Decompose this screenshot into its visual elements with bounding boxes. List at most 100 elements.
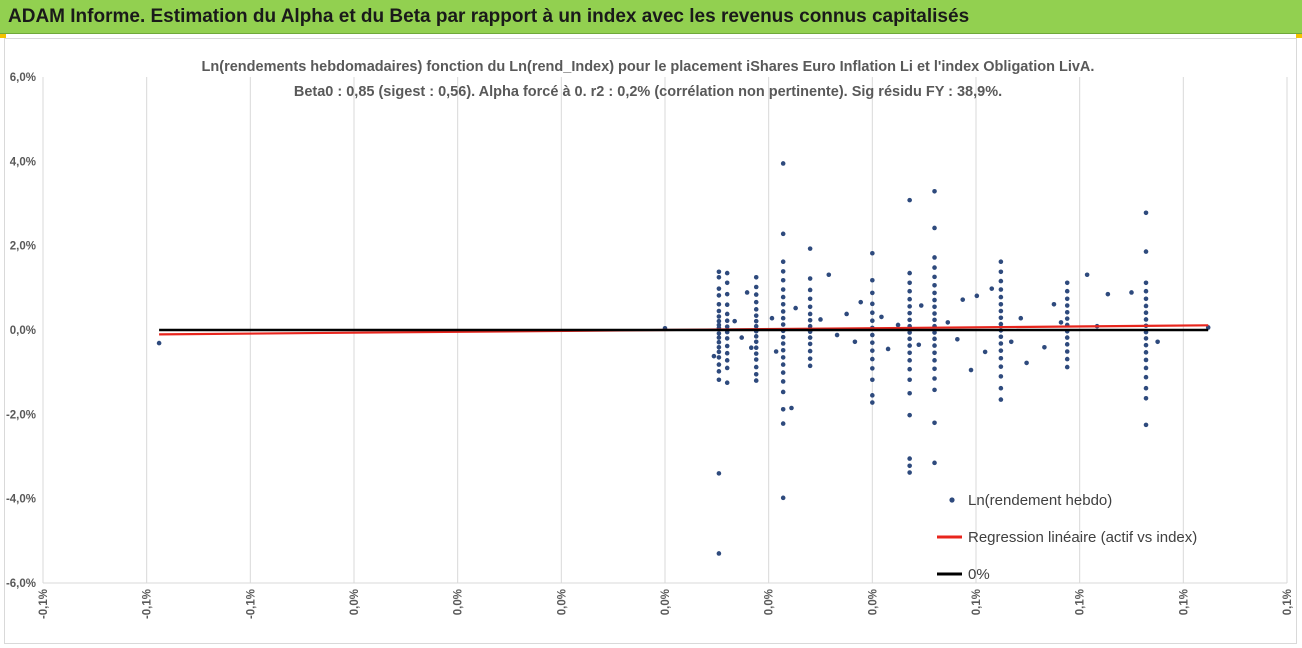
data-point-116: [907, 350, 912, 356]
data-point-25: [724, 311, 730, 317]
data-point-45: [753, 339, 759, 345]
x-tick-label-10: 0,1%: [1075, 589, 1087, 615]
x-tick-label-9: 0,1%: [971, 589, 983, 615]
data-point-189: [1143, 342, 1149, 348]
data-point-64: [780, 334, 786, 340]
data-point-220: [955, 336, 960, 342]
data-point-121: [907, 412, 912, 418]
data-point-215: [885, 346, 891, 352]
data-point-103: [870, 400, 875, 405]
data-point-73: [780, 421, 786, 426]
data-point-178: [1143, 210, 1149, 216]
data-point-217: [916, 342, 922, 348]
data-point-213: [858, 299, 864, 305]
data-point-197: [156, 340, 162, 346]
data-point-56: [780, 277, 786, 283]
data-point-188: [1143, 336, 1149, 341]
chart-title-line-2: Beta0 : 0,85 (sigest : 0,56). Alpha forc…: [294, 84, 1002, 100]
data-point-181: [1143, 288, 1149, 294]
data-point-185: [1143, 317, 1149, 322]
y-tick-label-4: 2,0%: [10, 241, 36, 253]
data-point-122: [907, 456, 912, 461]
y-tick-labels: -6,0% -4,0% -2,0% 0,0% 2,0% 4,0% 6,0%: [6, 72, 36, 590]
data-point-26: [724, 318, 730, 324]
data-point-226: [1008, 339, 1014, 345]
data-point-106: [907, 280, 912, 286]
data-point-126: [932, 225, 937, 231]
data-point-59: [780, 301, 786, 307]
data-point-41: [753, 318, 759, 324]
data-point-20: [716, 551, 722, 556]
data-point-102: [870, 393, 875, 398]
x-tick-label-12: 0,1%: [1282, 589, 1294, 615]
data-point-79: [807, 304, 813, 310]
data-point-65: [780, 341, 786, 346]
y-tick-label-1: -4,0%: [6, 494, 36, 506]
data-point-74: [780, 495, 786, 501]
data-point-230: [1051, 301, 1057, 307]
data-point-199: [711, 353, 717, 359]
data-point-110: [907, 310, 912, 316]
data-point-76: [807, 276, 813, 281]
data-point-96: [870, 332, 875, 338]
data-point-32: [724, 358, 730, 363]
data-point-224: [982, 349, 988, 355]
data-point-21: [724, 270, 730, 276]
data-point-175: [1064, 349, 1070, 354]
data-point-183: [1143, 303, 1149, 309]
data-point-129: [932, 274, 937, 280]
y-tick-label-2: -2,0%: [6, 409, 36, 421]
data-point-6: [716, 314, 722, 319]
x-tick-label-6: 0,0%: [660, 589, 672, 615]
data-point-177: [1064, 364, 1070, 370]
data-point-166: [1064, 288, 1070, 294]
x-tick-label-7: 0,0%: [764, 589, 776, 615]
data-point-231: [1058, 320, 1064, 325]
data-point-37: [753, 292, 759, 297]
data-point-33: [724, 365, 730, 371]
x-tick-label-3: 0,0%: [349, 589, 361, 615]
data-point-31: [724, 350, 730, 356]
data-point-30: [724, 343, 730, 349]
data-point-48: [753, 357, 759, 362]
data-point-194: [1143, 385, 1149, 391]
data-point-94: [870, 318, 875, 324]
data-point-11: [716, 335, 722, 340]
data-point-10: [716, 331, 722, 336]
data-point-23: [724, 291, 730, 297]
data-point-196: [1143, 422, 1149, 428]
data-point-115: [907, 343, 912, 348]
data-point-124: [907, 470, 912, 475]
data-point-142: [932, 366, 937, 372]
y-tick-label-5: 4,0%: [10, 156, 36, 168]
data-point-219: [945, 320, 951, 325]
data-point-165: [1064, 280, 1070, 286]
data-point-131: [932, 290, 937, 296]
data-point-18: [716, 377, 722, 383]
data-point-234: [1105, 291, 1111, 297]
data-point-193: [1143, 374, 1149, 380]
data-point-4: [716, 301, 722, 307]
data-point-55: [780, 269, 786, 274]
data-point-58: [780, 294, 786, 300]
data-point-180: [1143, 280, 1149, 286]
data-point-170: [1064, 316, 1070, 321]
data-point-203: [748, 345, 754, 351]
data-point-62: [780, 322, 786, 327]
data-point-85: [807, 341, 813, 347]
data-point-147: [998, 259, 1004, 264]
data-point-123: [907, 463, 912, 469]
data-point-208: [818, 317, 823, 322]
data-point-191: [1143, 357, 1149, 363]
data-point-236: [1155, 339, 1160, 345]
data-point-47: [753, 351, 759, 356]
data-point-38: [753, 299, 759, 305]
data-point-235: [1129, 290, 1134, 295]
data-point-209: [826, 272, 832, 278]
data-point-36: [753, 284, 759, 290]
banner-corner-right: [1296, 34, 1302, 38]
data-point-82: [807, 323, 813, 329]
data-point-157: [998, 334, 1004, 340]
legend-label-zero: 0%: [968, 566, 990, 583]
data-point-1: [716, 274, 722, 280]
